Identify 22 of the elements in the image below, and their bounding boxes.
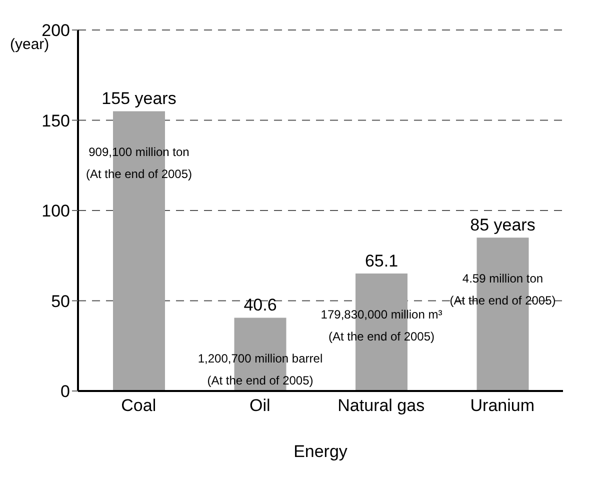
x-tick-label: Natural gas <box>338 396 425 416</box>
y-tick-label: 100 <box>42 202 70 221</box>
annotation: 179,830,000 million m³ <box>320 307 442 322</box>
data-label: 85 years <box>470 216 536 235</box>
x-tick-label: Oil <box>249 396 270 416</box>
annotation: (At the end of 2005) <box>328 329 435 344</box>
x-tick-label: Uranium <box>470 396 534 416</box>
annotation: (At the end of 2005) <box>207 374 314 388</box>
annotation: (At the end of 2005) <box>86 167 192 182</box>
y-tick-label: 50 <box>51 292 70 311</box>
data-label: 155 years <box>102 89 176 108</box>
annotation: 1,200,700 million barrel <box>198 352 323 366</box>
annotation: 4.59 million ton <box>462 272 544 286</box>
y-tick-label: 0 <box>60 382 70 402</box>
x-axis-title: Energy <box>294 442 348 461</box>
y-axis-title: (year) <box>10 36 50 53</box>
data-label: 40.6 <box>244 296 277 315</box>
annotation: (At the end of 2005) <box>450 294 556 308</box>
x-tick-label: Coal <box>121 396 156 416</box>
annotation: 909,100 million ton <box>88 145 190 160</box>
data-label: 65.1 <box>364 251 398 270</box>
y-tick-label: 150 <box>42 111 70 130</box>
